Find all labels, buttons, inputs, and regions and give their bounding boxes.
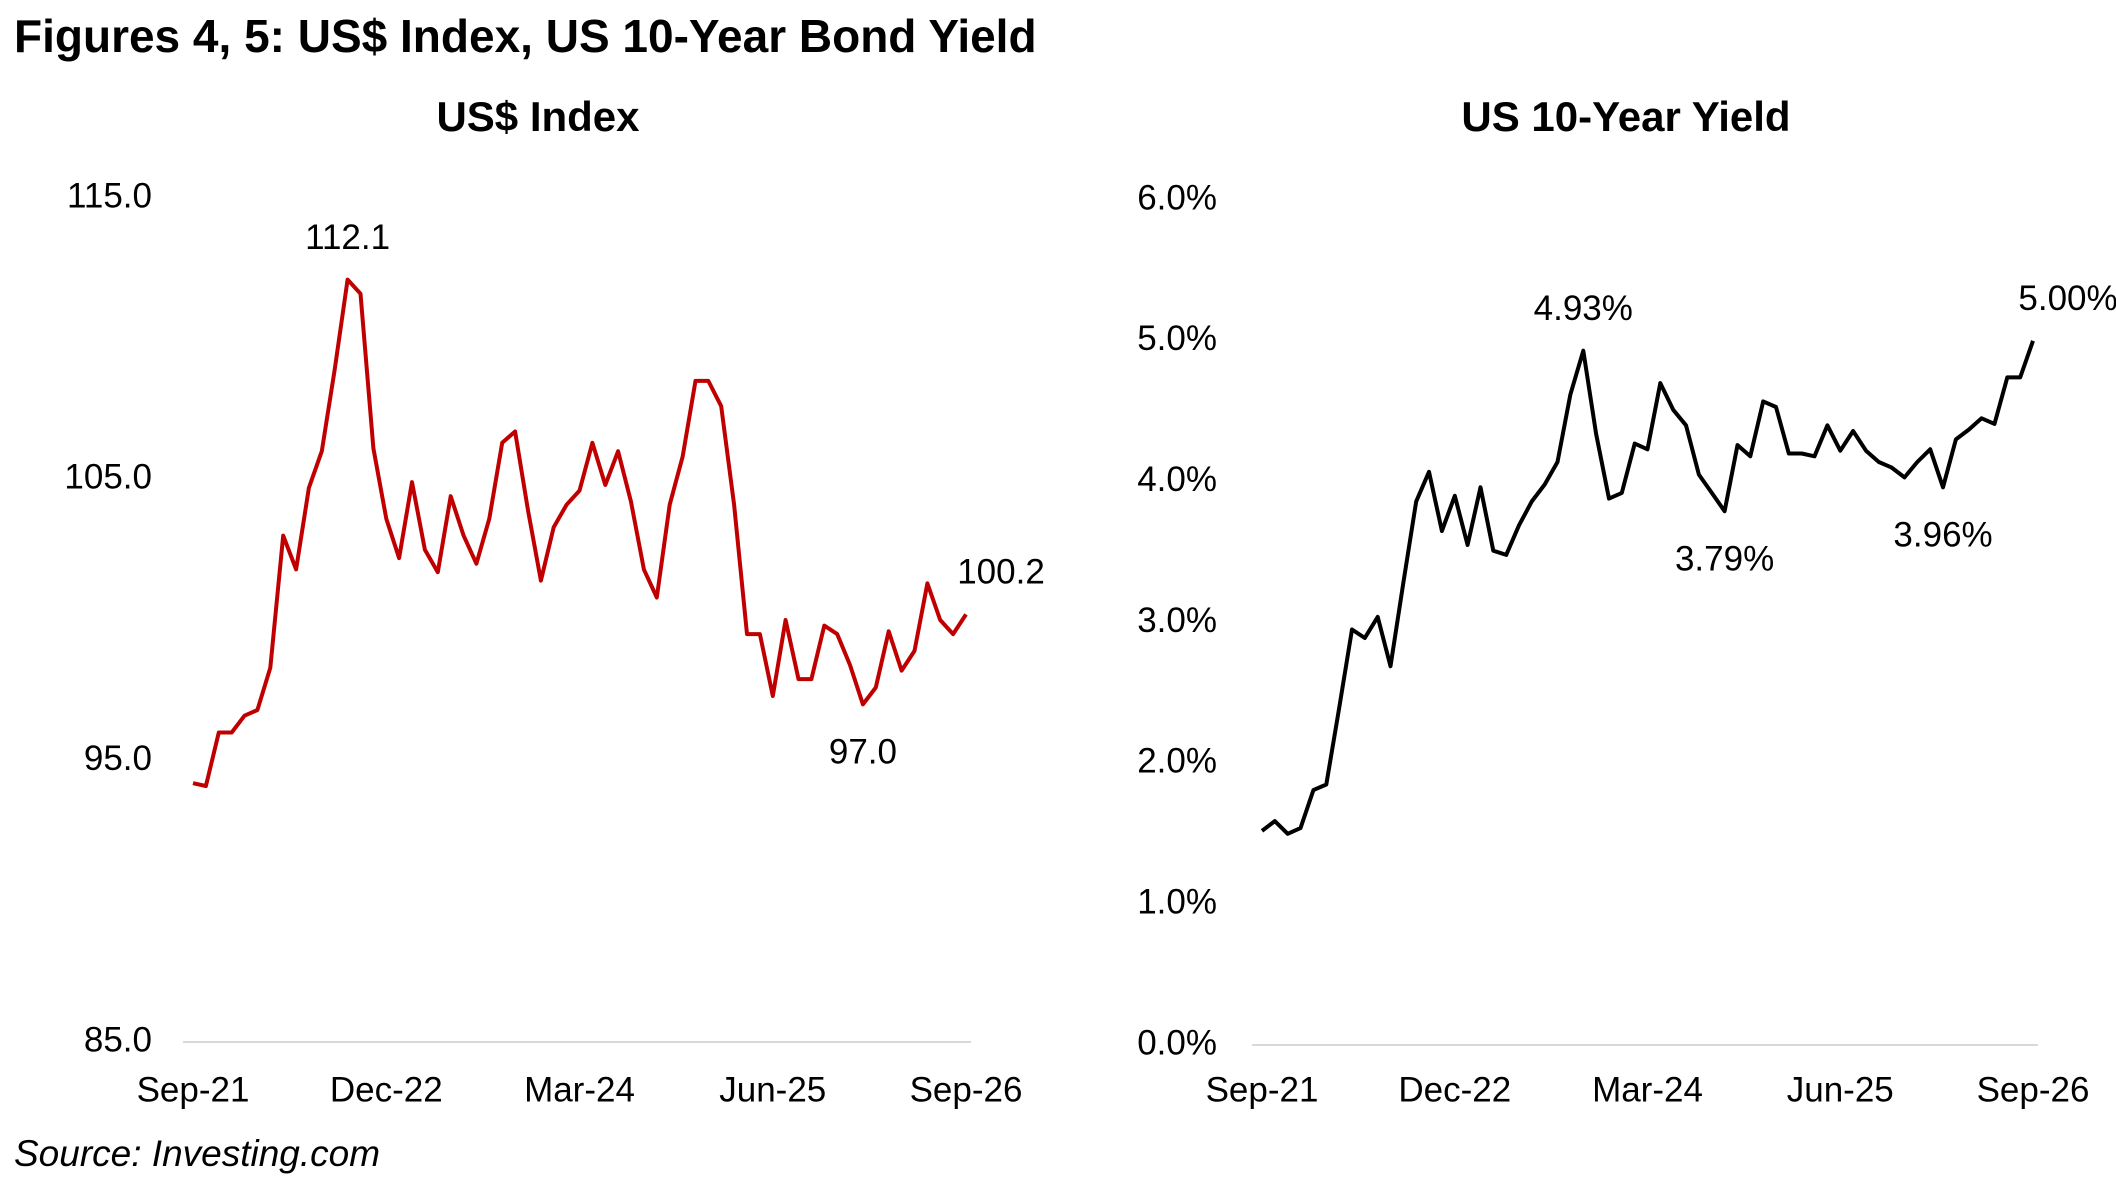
y-tick-label: 2.0% bbox=[1137, 742, 1217, 781]
y-tick-label: 85.0 bbox=[84, 1020, 152, 1059]
y-tick-label: 105.0 bbox=[64, 458, 152, 497]
source-note: Source: Investing.com bbox=[14, 1133, 380, 1174]
x-tick-label: Sep-21 bbox=[1206, 1070, 1319, 1109]
data-label: 97.0 bbox=[829, 733, 897, 772]
y-tick-label: 0.0% bbox=[1137, 1023, 1217, 1062]
y-tick-label: 5.0% bbox=[1137, 319, 1217, 358]
data-line bbox=[1260, 340, 2035, 836]
y-tick-label: 6.0% bbox=[1137, 178, 1217, 217]
x-tick-label: Mar-24 bbox=[1592, 1070, 1703, 1109]
x-tick-label: Dec-22 bbox=[1398, 1070, 1511, 1109]
data-label: 3.96% bbox=[1893, 516, 1992, 555]
x-tick-label: Sep-26 bbox=[1977, 1070, 2090, 1109]
data-label: 100.2 bbox=[957, 553, 1045, 592]
chart-subtitle: US 10-Year Yield bbox=[1461, 93, 1790, 140]
x-tick-label: Mar-24 bbox=[524, 1070, 635, 1109]
x-tick-label: Sep-21 bbox=[137, 1070, 250, 1109]
chart-subtitle: US$ Index bbox=[436, 93, 640, 140]
y-tick-label: 95.0 bbox=[84, 739, 152, 778]
x-tick-label: Dec-22 bbox=[330, 1070, 443, 1109]
x-tick-label: Jun-25 bbox=[1787, 1070, 1894, 1109]
y-tick-label: 1.0% bbox=[1137, 882, 1217, 921]
data-label: 3.79% bbox=[1675, 539, 1774, 578]
y-tick-label: 4.0% bbox=[1137, 460, 1217, 499]
data-line bbox=[192, 277, 968, 788]
page-title: Figures 4, 5: US$ Index, US 10-Year Bond… bbox=[14, 10, 1037, 62]
y-tick-label: 3.0% bbox=[1137, 601, 1217, 640]
y-tick-label: 115.0 bbox=[67, 176, 152, 215]
data-label: 5.00% bbox=[2018, 279, 2116, 318]
data-label: 4.93% bbox=[1534, 289, 1633, 328]
x-tick-label: Jun-25 bbox=[719, 1070, 826, 1109]
data-label: 112.1 bbox=[305, 218, 390, 257]
x-tick-label: Sep-26 bbox=[910, 1070, 1023, 1109]
